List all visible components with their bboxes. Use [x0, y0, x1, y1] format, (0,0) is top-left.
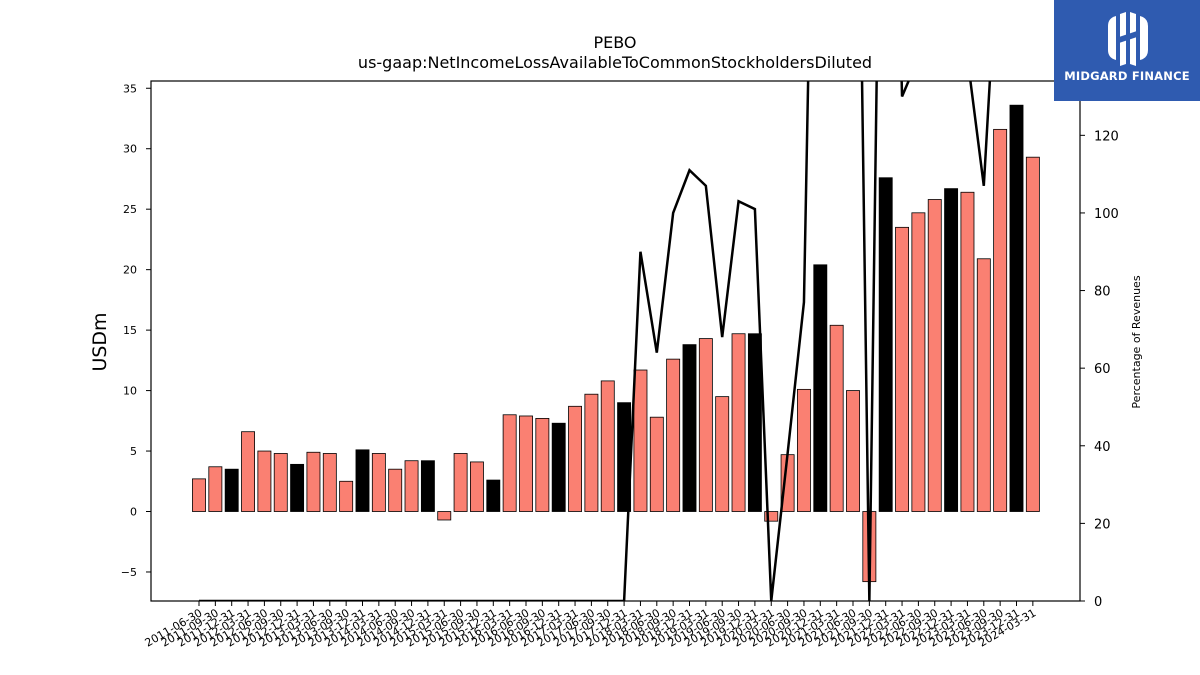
chart-subtitle: us-gaap:NetIncomeLossAvailableToCommonSt…: [358, 53, 872, 72]
bar: [568, 405, 582, 512]
bar: [682, 344, 697, 512]
logo-text: MIDGARD FINANCE: [1064, 69, 1190, 83]
bar: [322, 453, 337, 512]
bar: [666, 358, 681, 512]
bar: [306, 451, 321, 512]
bar: [371, 453, 386, 512]
bar: [437, 511, 452, 521]
y2-tick-label: 120: [1094, 129, 1119, 144]
chart-title: PEBO: [593, 33, 636, 52]
bar: [192, 478, 206, 512]
bar: [470, 461, 484, 512]
bar: [813, 264, 828, 512]
bar: [355, 449, 370, 512]
bar: [453, 453, 468, 512]
y-tick-label: 0: [130, 506, 137, 519]
bar: [551, 422, 566, 512]
y-tick-label: 25: [123, 203, 137, 216]
bar: [486, 479, 501, 512]
bar: [715, 396, 730, 512]
bar: [633, 369, 648, 512]
bar: [764, 511, 779, 522]
midgard-logo-icon: [1108, 12, 1148, 66]
y-tick-label: 15: [123, 324, 137, 337]
y-axis-label: USDm: [89, 312, 111, 371]
plot-layer: −5051015202530350204060801001202011-06-3…: [121, 80, 1119, 650]
bar: [878, 177, 893, 512]
bar: [273, 453, 288, 512]
y-tick-label: 5: [130, 445, 137, 458]
bar: [584, 393, 599, 512]
bar: [208, 466, 223, 512]
bar: [698, 338, 713, 512]
y2-tick-label: 60: [1094, 362, 1111, 377]
bar: [797, 388, 811, 512]
bar: [388, 468, 403, 512]
y2-tick-label: 100: [1094, 207, 1119, 222]
bar: [404, 460, 419, 512]
y2-tick-label: 40: [1094, 440, 1111, 455]
bar: [649, 416, 664, 512]
bar: [257, 450, 272, 512]
y-tick-label: 30: [123, 143, 137, 156]
bar: [927, 199, 942, 512]
bar: [911, 212, 926, 512]
bar: [846, 390, 860, 512]
bar: [747, 333, 762, 512]
y-tick-label: 10: [123, 385, 137, 398]
bar: [600, 380, 615, 512]
y2-tick-label: 20: [1094, 517, 1111, 532]
bar: [731, 333, 746, 512]
bars-group: [192, 104, 1040, 583]
bar: [519, 415, 533, 512]
y2-tick-label: 0: [1094, 595, 1102, 610]
y-tick-label: 20: [123, 264, 137, 277]
bar: [420, 460, 435, 512]
bar: [829, 324, 844, 512]
bar: [1025, 156, 1040, 512]
y2-axis-label: Percentage of Revenues: [1130, 275, 1143, 408]
plot-frame: [150, 80, 1081, 602]
bar: [1009, 104, 1024, 512]
y2-tick-label: 80: [1094, 285, 1111, 300]
y-tick-label: −5: [121, 566, 137, 579]
bar: [339, 480, 354, 512]
bar: [976, 258, 991, 512]
bar: [224, 468, 239, 512]
bar: [895, 226, 909, 512]
bar: [535, 417, 550, 512]
bar: [502, 414, 517, 512]
bar: [993, 128, 1008, 512]
bar: [944, 188, 959, 512]
bar: [290, 463, 305, 512]
bar: [241, 431, 255, 512]
midgard-finance-logo: MIDGARD FINANCE: [1054, 0, 1200, 101]
y-tick-label: 35: [123, 82, 137, 95]
bar: [960, 191, 975, 512]
